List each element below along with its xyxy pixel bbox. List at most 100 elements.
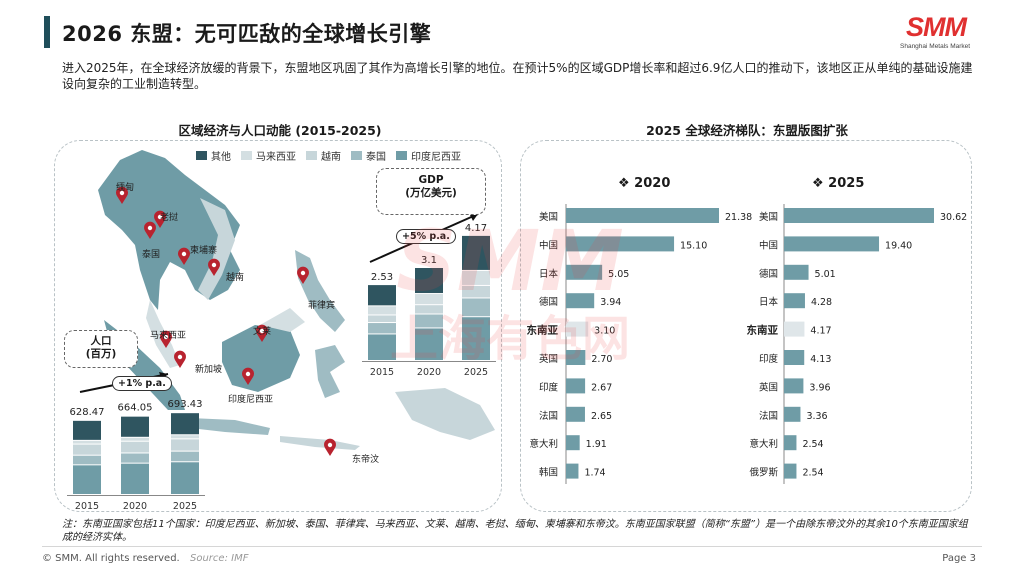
page-title: 2026 东盟：无可匹敌的全球增长引擎 (62, 22, 432, 46)
location-pin-icon (144, 221, 156, 239)
stack-segment (415, 294, 443, 305)
stack-segment (171, 451, 199, 462)
category-label: 印度 (539, 381, 559, 393)
bar (784, 350, 805, 365)
value-label: 15.10 (680, 240, 707, 251)
stack-segment (171, 413, 199, 435)
stack-segment (462, 270, 490, 285)
header-2025: ❖ 2025 (812, 176, 865, 191)
left-section-title: 区域经济与人口动能 (2015-2025) (178, 123, 382, 138)
map-label: 缅甸 (116, 181, 134, 193)
category-label: 韩国 (539, 467, 558, 479)
value-label: 3.36 (806, 411, 827, 422)
value-label: 19.40 (885, 240, 912, 251)
bar (566, 435, 580, 451)
value-label: 5.05 (608, 269, 629, 280)
stack-segment (121, 463, 149, 494)
category-label: 德国 (759, 268, 778, 280)
stack-segment (462, 317, 490, 360)
category-label: 中国 (759, 239, 778, 251)
stack-segment (368, 285, 396, 306)
bar (566, 463, 579, 479)
value-label: 21.38 (725, 212, 752, 223)
location-pin-icon (297, 266, 309, 284)
stack-segment (121, 441, 149, 453)
bar (784, 406, 801, 422)
bar-highlight (784, 321, 805, 337)
logo-subtitle: Shanghai Metals Market (900, 43, 971, 50)
legend-item: 印度尼西亚 (396, 148, 461, 163)
bar-value-label: 4.17 (465, 223, 487, 234)
location-pin-icon (207, 258, 220, 276)
vietnam-landmass (198, 198, 235, 300)
category-label: 法国 (539, 410, 558, 422)
stack-segment (415, 268, 443, 294)
location-pin-icon (178, 247, 191, 265)
location-pin-icon (324, 438, 336, 456)
location-pin-icon (174, 350, 186, 368)
footer-divider (42, 546, 982, 547)
bar (566, 208, 719, 223)
value-label: 5.01 (815, 269, 836, 280)
legend-item: 马来西亚 (241, 148, 296, 163)
stack-segment (462, 298, 490, 317)
nusa-islands (280, 436, 360, 450)
population-callout-title: 人口 (90, 335, 112, 347)
value-label: 1.74 (584, 468, 605, 479)
population-cagr-badge: +1% p.a. (112, 376, 172, 391)
bar (784, 378, 804, 394)
bar (566, 350, 586, 365)
bar (566, 378, 586, 394)
legend-swatch (396, 151, 407, 160)
x-tick-label: 2020 (417, 367, 441, 378)
category-label: 东南亚 (747, 324, 779, 337)
gdp-cagr-badge: +5% p.a. (396, 229, 456, 244)
stack-segment (121, 453, 149, 463)
category-label: 印度 (759, 353, 779, 365)
map-label: 老挝 (160, 211, 178, 223)
sulawesi-landmass (315, 345, 345, 398)
right-panel (520, 140, 972, 512)
category-label: 意大利 (749, 438, 778, 450)
stack-segment (171, 462, 199, 494)
category-label: 法国 (759, 410, 778, 422)
bar-value-label: 2.53 (371, 272, 393, 283)
x-tick-label: 2015 (370, 367, 394, 378)
bar-value-label: 693.43 (168, 399, 203, 410)
papua-landmass (395, 388, 495, 440)
legend-label: 泰国 (366, 152, 386, 163)
location-pin-icon (115, 186, 128, 204)
java-landmass (190, 418, 270, 435)
legend-item: 其他 (196, 148, 231, 163)
category-label: 日本 (759, 296, 779, 308)
map-pins (115, 186, 336, 456)
stack-segment (121, 416, 149, 437)
value-label: 4.17 (810, 326, 831, 337)
x-tick-label: 2025 (173, 501, 197, 512)
bar (784, 435, 797, 451)
stack-segment (171, 435, 199, 439)
legend: 其他 马来西亚 越南 泰国 印度尼西亚 (196, 148, 461, 163)
map-label: 文莱 (253, 325, 271, 337)
stack-segment (462, 285, 490, 298)
stack-segment (171, 439, 199, 451)
value-label: 30.62 (940, 212, 967, 223)
map-label: 新加坡 (195, 363, 222, 375)
legend-item: 越南 (306, 148, 341, 163)
legend-swatch (196, 151, 207, 160)
value-label: 2.65 (591, 411, 612, 422)
logo-text: SMM (906, 12, 967, 42)
map-label: 越南 (226, 271, 244, 283)
x-tick-label: 2025 (464, 367, 488, 378)
stack-segment (368, 306, 396, 315)
legend-swatch (306, 151, 317, 160)
footer-source: Source: IMF (190, 553, 249, 564)
bar (566, 264, 603, 280)
map-label: 柬埔寨 (190, 244, 217, 256)
stack-segment (73, 455, 101, 465)
category-label: 俄罗斯 (749, 467, 778, 479)
map-label: 菲律宾 (308, 299, 335, 311)
